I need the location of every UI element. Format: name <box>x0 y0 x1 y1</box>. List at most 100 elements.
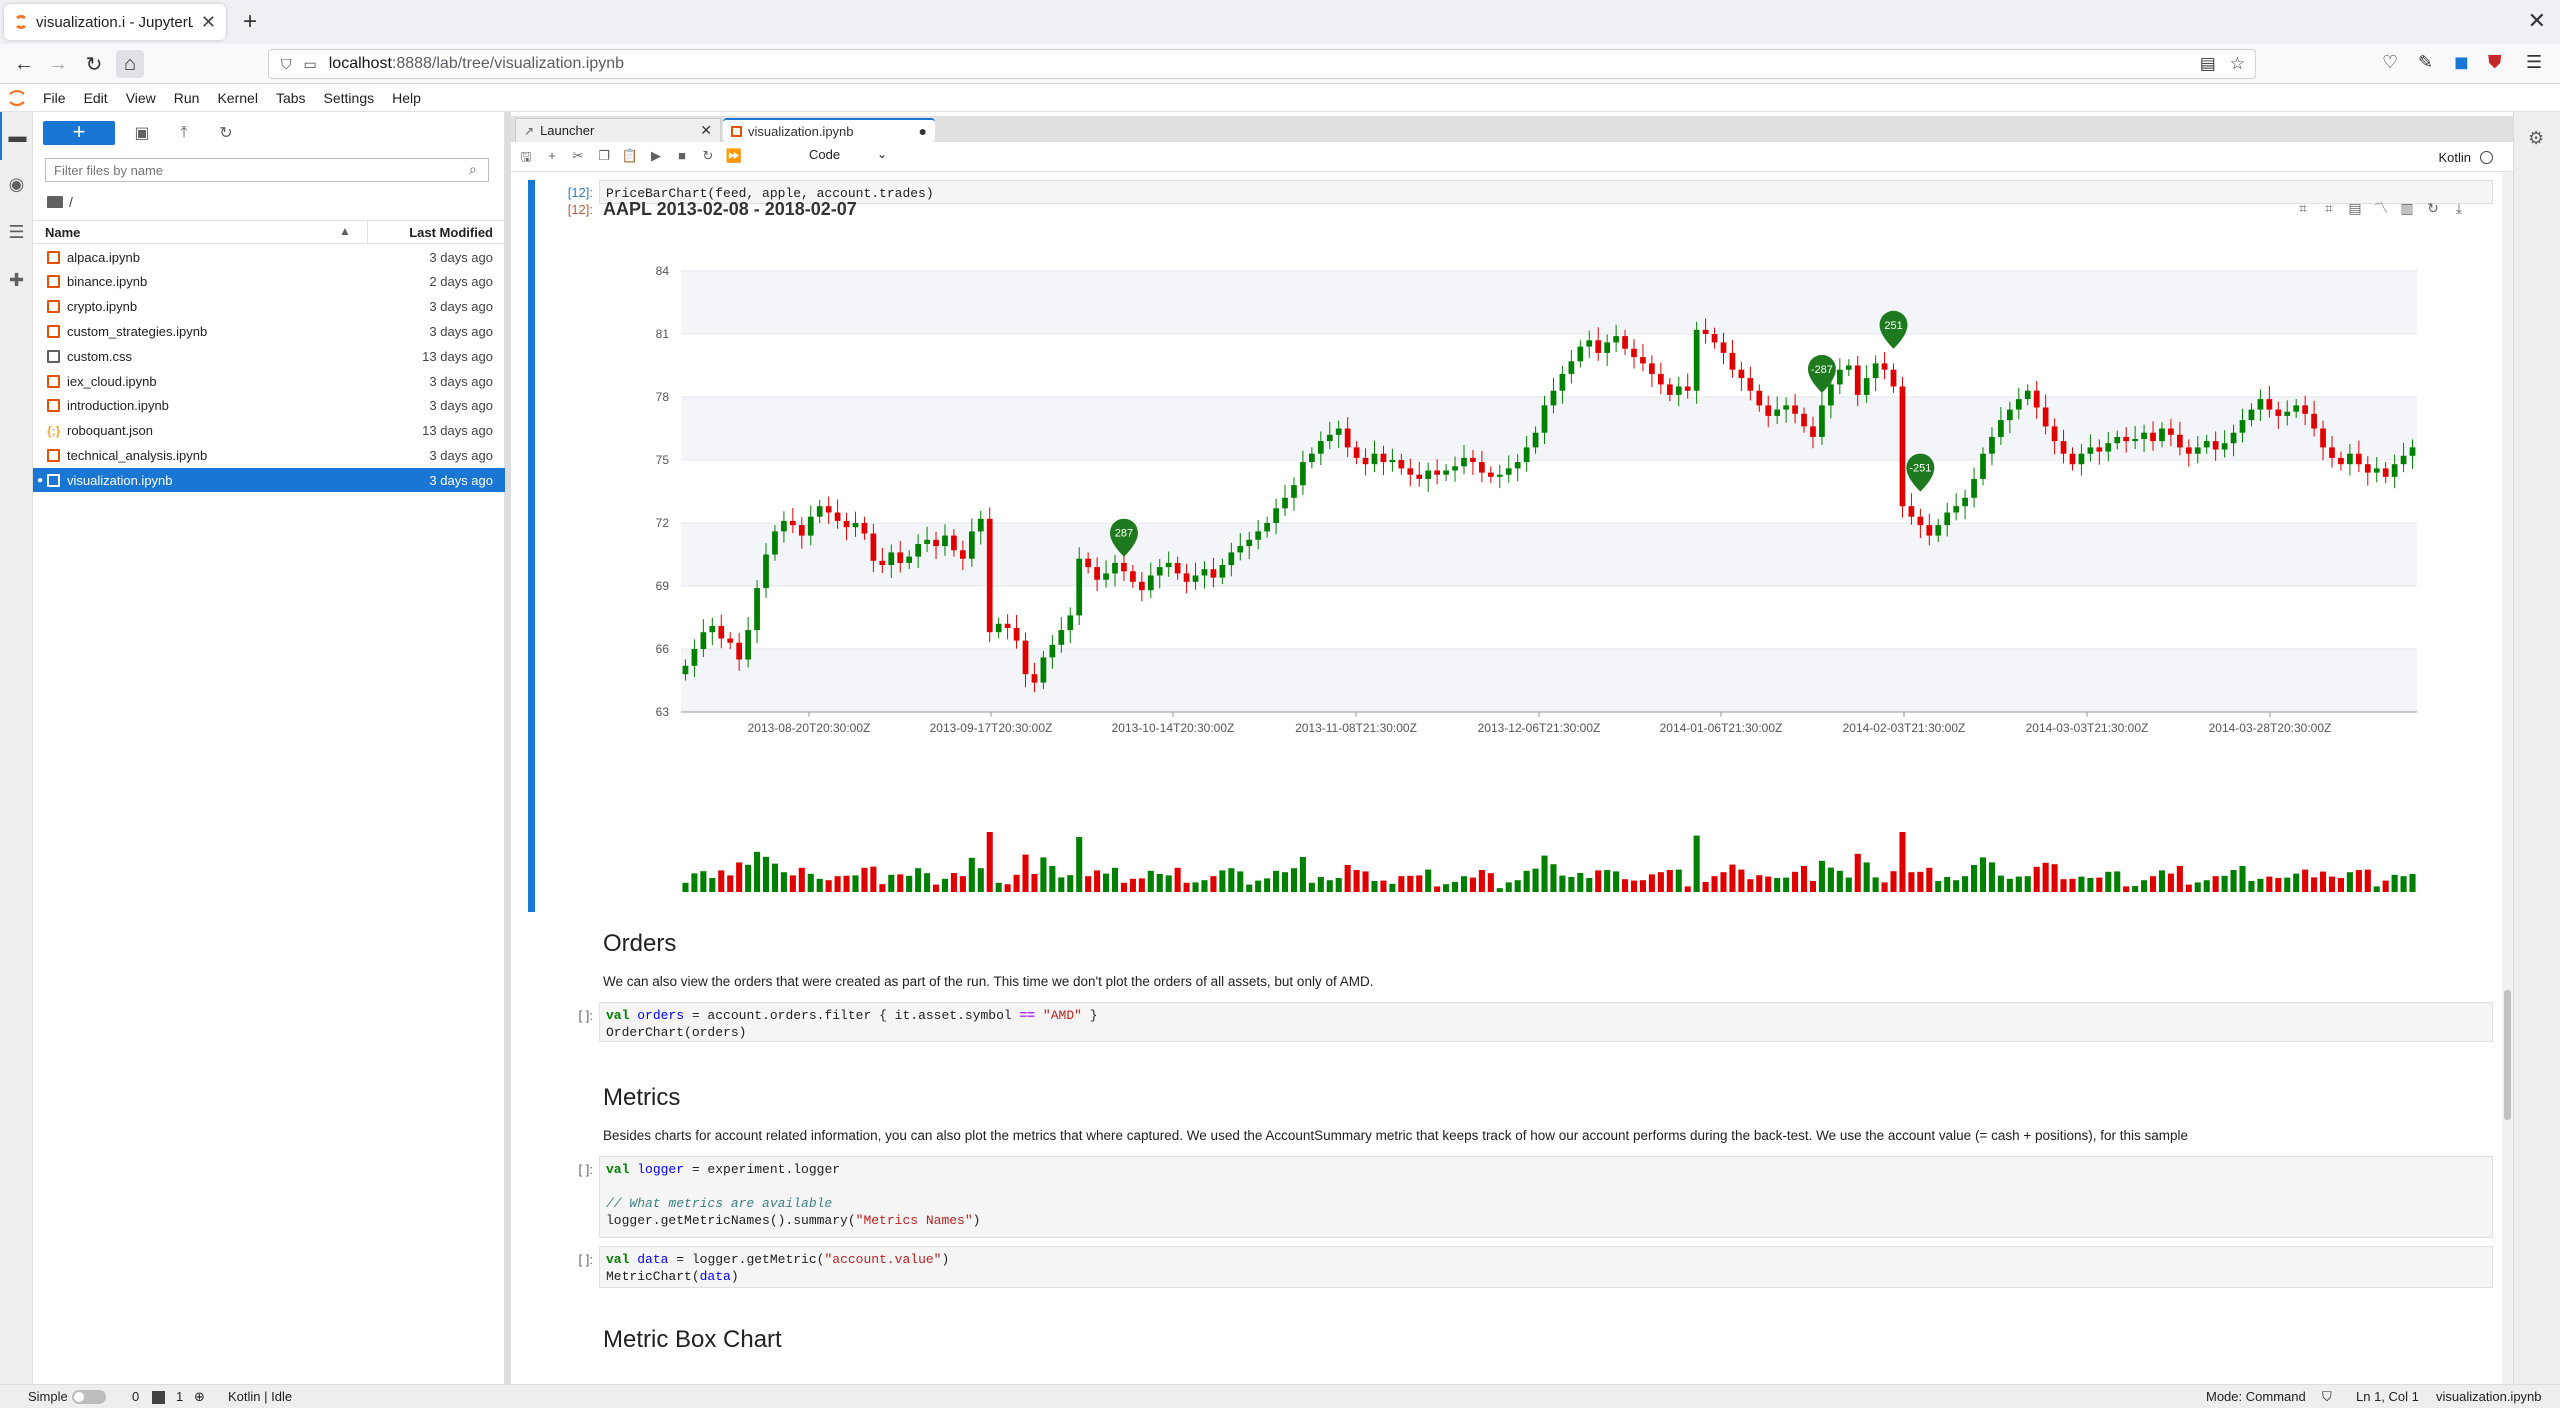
column-header-name[interactable]: Name <box>45 225 81 240</box>
candle-body <box>1058 630 1065 645</box>
notebook-scrollbar[interactable] <box>2502 172 2513 1384</box>
cursor-position[interactable]: Ln 1, Col 1 <box>2356 1389 2419 1404</box>
bookmark-star-icon[interactable]: ☆ <box>2229 54 2245 73</box>
reload-icon[interactable]: ↻ <box>85 53 103 76</box>
run-all-fast-forward-icon[interactable]: ⏩ <box>725 148 743 163</box>
tab-launcher[interactable]: ↗ Launcher ✕ <box>515 118 721 142</box>
new-folder-icon[interactable]: ▣ <box>134 125 150 142</box>
file-row[interactable]: custom.css 13 days ago <box>33 344 505 368</box>
pocket-icon[interactable]: ♡ <box>2382 52 2399 72</box>
bar-chart-icon[interactable]: ▥ <box>2400 200 2414 216</box>
reader-view-icon[interactable]: ▤ <box>2199 54 2216 73</box>
file-row[interactable]: introduction.ipynb 3 days ago <box>33 394 505 418</box>
save-icon[interactable]: 🖫 <box>520 149 532 164</box>
kernel-status[interactable]: Kotlin | Idle <box>228 1389 293 1404</box>
home-icon[interactable]: ⌂ <box>116 50 144 78</box>
cell-type-value: Code <box>809 147 841 162</box>
code-cell-logger[interactable]: val logger = experiment.logger // What m… <box>599 1156 2493 1238</box>
candle-body <box>2159 428 2165 442</box>
insert-cell-plus-icon[interactable]: + <box>548 148 556 163</box>
sort-caret-up-icon[interactable]: ▲ <box>339 224 351 238</box>
upload-icon[interactable]: ⤒ <box>180 124 188 141</box>
window-close-icon[interactable]: ✕ <box>2527 8 2546 33</box>
volume-bar <box>977 868 984 892</box>
restore-icon[interactable]: ↻ <box>2427 200 2439 216</box>
cut-scissors-icon[interactable]: ✂ <box>572 148 584 163</box>
refresh-icon[interactable]: ↻ <box>219 125 233 142</box>
notebook-file-icon <box>47 448 60 462</box>
file-row[interactable]: ● visualization.ipynb 3 days ago <box>33 468 505 493</box>
menu-help[interactable]: Help <box>392 90 421 106</box>
candle-body <box>727 638 734 643</box>
candle-body <box>1004 623 1011 628</box>
menu-file[interactable]: File <box>43 90 66 106</box>
url-bar[interactable]: ⛉ ▭ localhost:8888/lab/tree/visualizatio… <box>268 49 2256 79</box>
new-tab-plus-icon[interactable]: + <box>242 8 257 35</box>
browser-menu-icon[interactable]: ☰ <box>2526 52 2543 72</box>
zoom-icon[interactable]: ⌗ <box>2299 200 2307 216</box>
data-view-icon[interactable]: ▤ <box>2348 200 2362 216</box>
scrollbar-thumb[interactable] <box>2504 990 2511 1120</box>
candle-body <box>2150 432 2156 442</box>
cell-type-select[interactable]: Code ⌄ <box>797 147 895 167</box>
filter-files-input[interactable] <box>45 158 489 182</box>
kernel-count[interactable]: 1 <box>176 1389 184 1404</box>
menu-tabs[interactable]: Tabs <box>275 90 306 106</box>
url-host: localhost <box>328 55 392 72</box>
file-browser-folder-icon[interactable]: ▬ <box>0 112 33 160</box>
extension-bitwarden-icon[interactable]: ◼ <box>2454 52 2469 72</box>
paste-icon[interactable]: 📋 <box>621 148 639 163</box>
unsaved-dot-icon[interactable]: ● <box>918 123 927 139</box>
line-chart-icon[interactable]: 〽 <box>2374 200 2388 216</box>
extension-feather-icon[interactable]: ✎ <box>2418 52 2434 72</box>
running-kernels-icon[interactable]: ◉ <box>8 173 25 194</box>
candle-body <box>709 625 716 633</box>
menu-kernel[interactable]: Kernel <box>217 90 258 106</box>
file-row[interactable]: {;} roboquant.json 13 days ago <box>33 419 505 443</box>
candle-body <box>1828 384 1834 406</box>
table-of-contents-icon[interactable]: ☰ <box>8 221 25 242</box>
close-tab-icon[interactable]: ✕ <box>200 11 216 32</box>
code-cell-metric-chart[interactable]: val data = logger.getMetric("account.val… <box>599 1246 2493 1288</box>
file-row[interactable]: binance.ipynb 2 days ago <box>33 270 505 294</box>
forward-arrow-icon[interactable]: → <box>48 52 68 75</box>
volume-bar <box>1004 884 1011 892</box>
column-header-last-modified[interactable]: Last Modified <box>409 225 493 240</box>
menu-edit[interactable]: Edit <box>83 90 108 106</box>
notebook-content[interactable]: [12]: PriceBarChart(feed, apple, account… <box>511 172 2513 1384</box>
file-row[interactable]: iex_cloud.ipynb 3 days ago <box>33 369 505 393</box>
code-cell-orders[interactable]: val orders = account.orders.filter { it.… <box>599 1002 2493 1042</box>
close-icon[interactable]: ✕ <box>700 122 712 138</box>
file-row[interactable]: crypto.ipynb 3 days ago <box>33 295 505 319</box>
panel-splitter[interactable] <box>505 112 511 1384</box>
menu-settings[interactable]: Settings <box>323 90 375 106</box>
simple-mode-toggle[interactable] <box>72 1390 106 1404</box>
terminal-count[interactable]: 0 <box>132 1389 140 1404</box>
tab-visualization-notebook[interactable]: visualization.ipynb ● <box>723 118 935 142</box>
browser-tab[interactable]: visualization.i - JupyterLab ✕ <box>4 4 226 40</box>
candle-body <box>1156 567 1163 576</box>
copy-icon[interactable]: ❐ <box>598 148 610 163</box>
menu-run[interactable]: Run <box>173 90 200 106</box>
file-row[interactable]: alpaca.ipynb 3 days ago <box>33 245 505 269</box>
code-cell-pricebar[interactable]: PriceBarChart(feed, apple, account.trade… <box>599 180 2493 204</box>
file-row[interactable]: technical_analysis.ipynb 3 days ago <box>33 443 505 467</box>
stop-square-icon[interactable]: ■ <box>678 148 686 163</box>
zoom-reset-icon[interactable]: ⌗ <box>2325 200 2333 216</box>
kernel-name[interactable]: Kotlin <box>2438 150 2471 165</box>
file-row[interactable]: custom_strategies.ipynb 3 days ago <box>33 319 505 343</box>
new-launcher-button[interactable]: + <box>43 121 115 145</box>
menu-view[interactable]: View <box>125 90 156 106</box>
download-icon[interactable]: ⤓ <box>2455 200 2463 216</box>
extension-ublock-icon[interactable]: ⛊ <box>2488 52 2502 72</box>
run-play-icon[interactable]: ▶ <box>651 148 661 163</box>
breadcrumb[interactable]: / <box>69 194 73 210</box>
candle-body <box>2311 413 2317 429</box>
restart-icon[interactable]: ↻ <box>702 148 714 163</box>
volume-bar <box>1872 877 1879 892</box>
extensions-puzzle-icon[interactable]: ✚ <box>8 269 25 290</box>
back-arrow-icon[interactable]: ← <box>14 52 34 75</box>
price-bar-chart[interactable]: 84 81 78 75 72 69 66 63 2013-08-20T20:30:00Z 201… <box>511 172 2431 912</box>
property-inspector-gear-icon[interactable]: ⚙ <box>2528 128 2545 148</box>
folder-icon[interactable] <box>47 196 63 208</box>
